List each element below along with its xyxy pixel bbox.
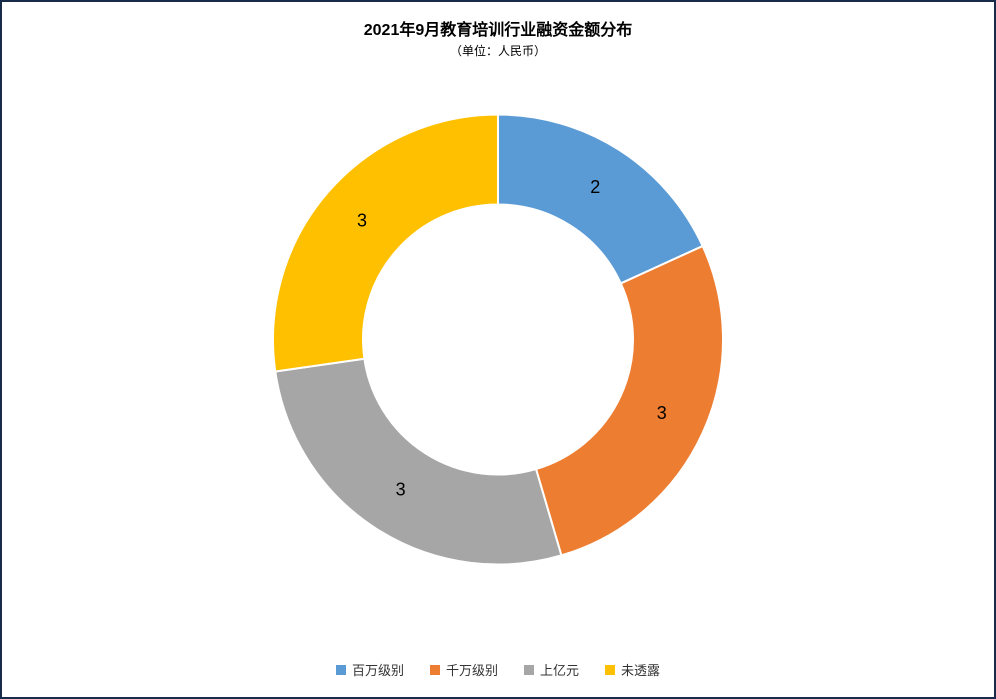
chart-frame: 2021年9月教育培训行业融资金额分布 （单位：人民币） 2 3 3 3 百万级别 千万… [0,0,996,699]
slice-label: 3 [357,210,367,230]
donut-slice [536,246,723,555]
legend-label: 百万级别 [352,660,404,679]
donut-chart: 2 3 3 3 [238,80,758,605]
title-block: 2021年9月教育培训行业融资金额分布 （单位：人民币） [2,16,994,59]
legend-swatch [336,665,346,675]
legend-item: 百万级别 [336,660,404,679]
legend-item: 上亿元 [524,660,579,679]
legend-swatch [430,665,440,675]
legend-label: 未透露 [621,660,660,679]
donut-slice [498,115,703,284]
legend-item: 千万级别 [430,660,498,679]
slice-label: 3 [396,480,406,500]
legend-label: 千万级别 [446,660,498,679]
legend-label: 上亿元 [540,660,579,679]
legend-swatch [524,665,534,675]
legend-swatch [605,665,615,675]
chart-subtitle: （单位：人民币） [2,42,994,59]
chart-title: 2021年9月教育培训行业融资金额分布 [2,16,994,40]
slice-label: 2 [590,177,600,197]
slice-label: 3 [657,403,667,423]
legend-item: 未透露 [605,660,660,679]
donut-slice [273,115,498,372]
donut-slice [275,359,561,565]
donut-svg: 2 3 3 3 [238,80,758,600]
legend: 百万级别 千万级别 上亿元 未透露 [2,660,994,679]
